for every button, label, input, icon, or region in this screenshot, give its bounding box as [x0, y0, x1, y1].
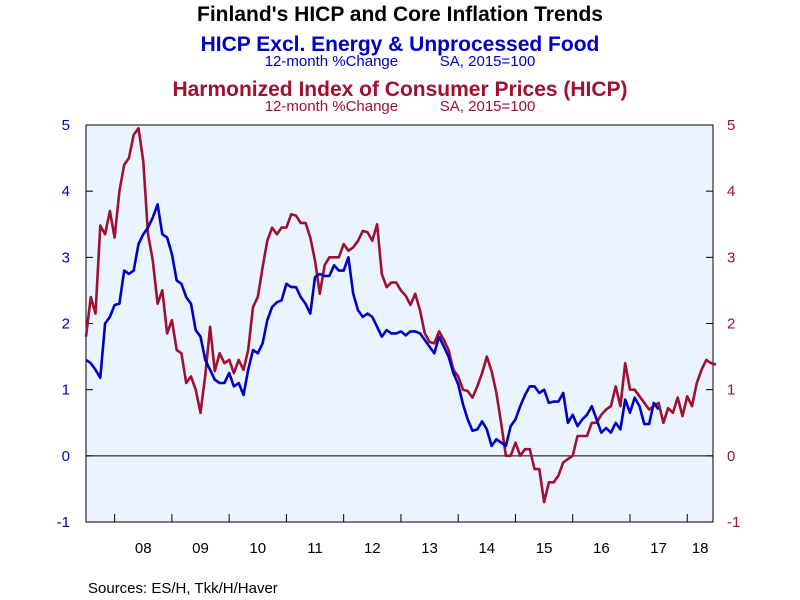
chart-title: Finland's HICP and Core Inflation Trends — [197, 3, 603, 26]
y-left-tick-label: 2 — [62, 316, 70, 333]
y-right-tick-label: -1 — [727, 514, 740, 531]
plot-area — [85, 124, 714, 523]
x-tick-label: 14 — [478, 540, 495, 557]
y-left-tick-label: 5 — [62, 117, 70, 134]
y-right-tick-label: 1 — [727, 382, 735, 399]
x-tick-label: 10 — [249, 540, 266, 557]
y-left-tick-label: 1 — [62, 382, 70, 399]
y-left-tick-label: -1 — [57, 514, 70, 531]
series-2-title: Harmonized Index of Consumer Prices (HIC… — [172, 78, 627, 101]
y-right-tick-label: 4 — [727, 183, 735, 200]
series-line-1 — [85, 203, 660, 448]
x-tick-label: 17 — [650, 540, 667, 557]
y-right-tick-label: 5 — [727, 117, 735, 134]
x-tick-label: 15 — [536, 540, 553, 557]
source-note: Sources: ES/H, Tkk/H/Haver — [88, 580, 278, 597]
x-tick-label: 12 — [364, 540, 381, 557]
x-tick-label: 13 — [421, 540, 438, 557]
series-2-subtitle: 12-month %Change SA, 2015=100 — [265, 98, 536, 115]
x-tick-label: 11 — [307, 540, 323, 557]
series-1-title: HICP Excl. Energy & Unprocessed Food — [201, 33, 600, 56]
y-right-tick-label: 2 — [727, 316, 735, 333]
series-line-2 — [84, 127, 717, 504]
y-left-tick-label: 3 — [62, 249, 70, 266]
x-tick-label: 09 — [192, 540, 209, 557]
x-tick-label: 16 — [593, 540, 610, 557]
x-tick-label: 18 — [692, 540, 709, 557]
series-1-subtitle: 12-month %Change SA, 2015=100 — [265, 53, 536, 70]
y-left-tick-label: 4 — [62, 183, 70, 200]
y-left-tick-label: 0 — [62, 448, 70, 465]
x-tick-label: 08 — [135, 540, 152, 557]
y-right-tick-label: 0 — [727, 448, 735, 465]
y-right-tick-label: 3 — [727, 249, 735, 266]
